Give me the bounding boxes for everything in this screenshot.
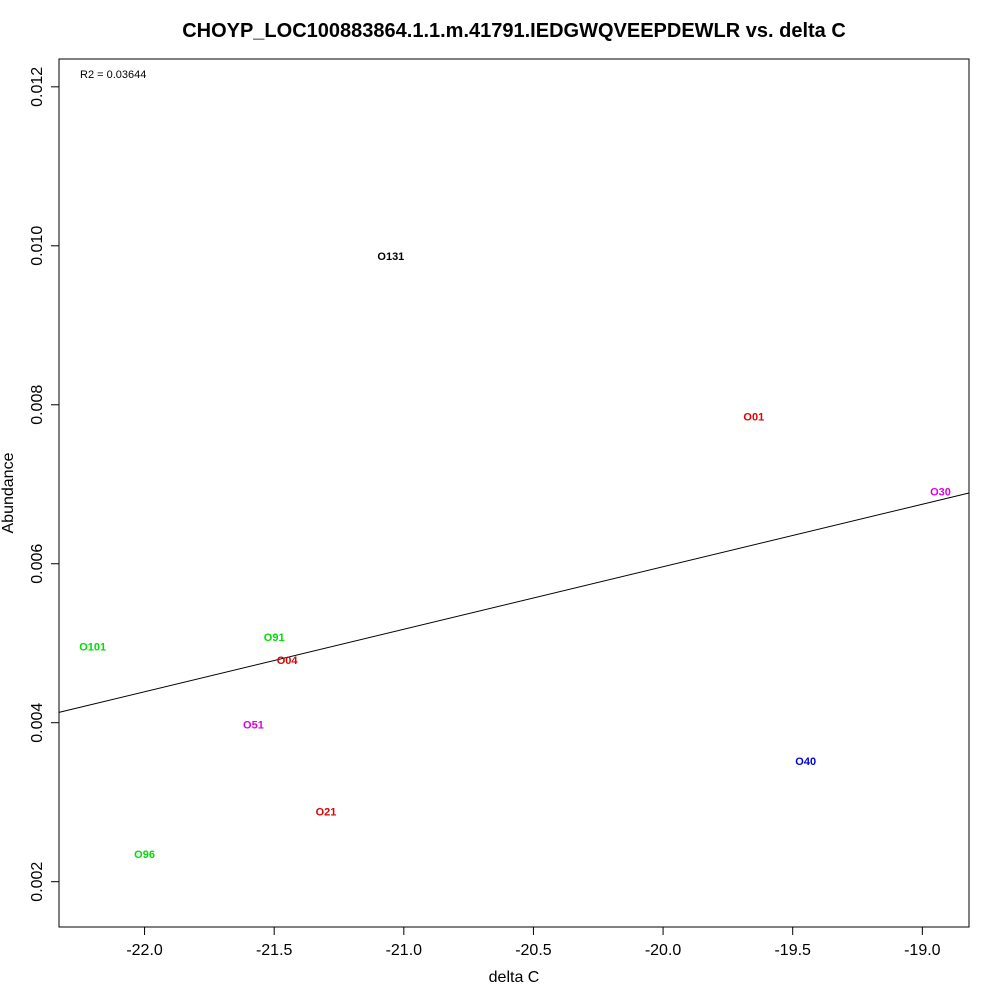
y-tick-label: 0.002 xyxy=(29,862,46,902)
point-label-o04: O04 xyxy=(277,655,299,667)
y-tick-label: 0.006 xyxy=(29,544,46,584)
x-tick-label: -19.5 xyxy=(774,942,811,959)
plot-area-border xyxy=(58,58,970,928)
point-label-o01: O01 xyxy=(743,412,764,424)
x-tick-label: -20.5 xyxy=(515,942,552,959)
x-tick-label: -21.5 xyxy=(256,942,293,959)
x-tick-label: -22.0 xyxy=(126,942,163,959)
point-labels-group: O131 O01 O30 O101 O91 O04 O51 O40 O21 O96 xyxy=(79,251,951,861)
point-label-o40: O40 xyxy=(795,756,816,768)
x-tick-label: -19.0 xyxy=(904,942,941,959)
point-label-o30: O30 xyxy=(930,486,951,498)
x-axis: -22.0 -21.5 -21.0 -20.5 -20.0 -19.5 -19.0 xyxy=(126,927,941,959)
point-label-o101: O101 xyxy=(79,641,106,653)
y-tick-label: 0.008 xyxy=(29,385,46,425)
y-tick-label: 0.012 xyxy=(29,67,46,107)
y-tick-label: 0.010 xyxy=(29,226,46,266)
r2-annotation: R2 = 0.03644 xyxy=(80,69,146,81)
x-axis-label: delta C xyxy=(489,969,540,986)
point-label-o131: O131 xyxy=(377,251,404,263)
regression-line xyxy=(58,492,970,713)
point-label-o91: O91 xyxy=(264,632,285,644)
y-tick-label: 0.004 xyxy=(29,703,46,743)
x-tick-label: -20.0 xyxy=(645,942,682,959)
x-tick-label: -21.0 xyxy=(386,942,423,959)
point-label-o51: O51 xyxy=(243,719,264,731)
regression-line-group xyxy=(58,492,970,713)
chart-title: CHOYP_LOC100883864.1.1.m.41791.IEDGWQVEE… xyxy=(182,20,846,42)
point-label-o21: O21 xyxy=(316,807,337,819)
y-axis: 0.002 0.004 0.006 0.008 0.010 0.012 xyxy=(29,67,59,902)
y-axis-label: Abundance xyxy=(0,452,17,533)
point-label-o96: O96 xyxy=(134,849,155,861)
